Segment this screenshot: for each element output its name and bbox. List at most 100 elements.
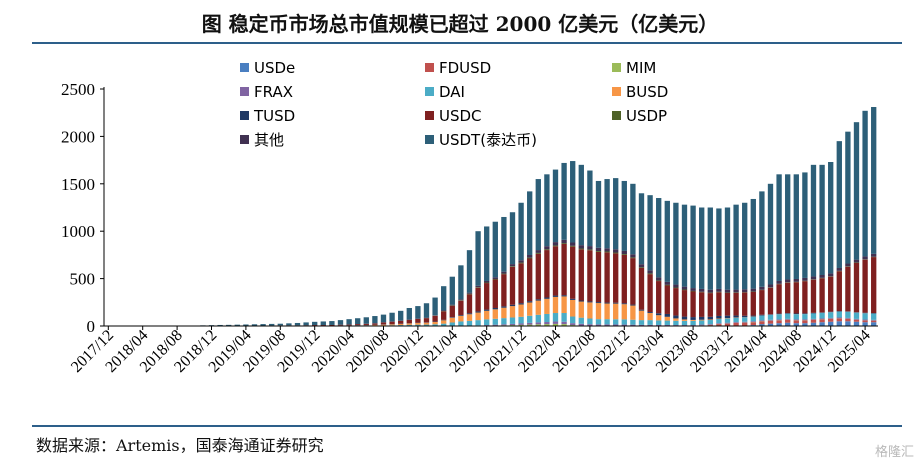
bar-FRAX-2024/07	[785, 318, 791, 320]
bar-FRAX-2023/11	[716, 323, 722, 324]
bar-USDP-2021/09	[492, 278, 498, 280]
bar-TUSD-2024/06	[776, 313, 782, 315]
bar-TUSD-2023/01	[630, 304, 636, 306]
bar-USDC-2025/04	[862, 259, 868, 313]
bar-USDT-2024/08	[793, 174, 799, 279]
bar-DAI-2024/01	[733, 317, 739, 323]
bar-series-group	[105, 107, 877, 326]
bar-FRAX-2023/08	[690, 325, 696, 326]
bar-TUSD-2024/05	[767, 314, 774, 315]
bar-FRAX-2022/03	[544, 322, 550, 325]
bar-other-2022/09	[595, 247, 602, 252]
bar-USDT-2021/11	[509, 212, 516, 265]
bar-USDP-2021/08	[484, 282, 490, 284]
bar-other-2021/05	[458, 299, 464, 301]
bar-USDT-2024/12	[828, 162, 834, 274]
bar-USDT-2020/11	[406, 307, 412, 320]
bar-FRAX-2025/04	[862, 319, 868, 321]
bar-TUSD-2024/04	[759, 314, 765, 316]
bar-BUSD-2023/07	[681, 319, 688, 321]
y-tick-label: 1000	[61, 222, 95, 241]
bar-USDe-2024/04	[759, 324, 765, 326]
bar-USDT-2024/06	[776, 174, 782, 281]
bar-DAI-2021/07	[475, 320, 481, 326]
bar-FRAX-2023/10	[707, 324, 713, 325]
bar-TUSD-2021/12	[518, 303, 524, 305]
bar-USDC-2023/03	[647, 274, 653, 313]
bar-BUSD-2022/06	[570, 299, 576, 317]
bar-USDC-2020/08	[380, 322, 387, 325]
bar-USDC-2024/05	[767, 287, 774, 315]
bar-FRAX-2024/08	[793, 319, 799, 321]
bar-other-2024/12	[828, 273, 834, 277]
bar-USDC-2023/09	[699, 292, 705, 317]
bar-USDP-2023/07	[681, 289, 688, 291]
bar-DAI-2024/06	[776, 314, 782, 320]
bar-DAI-2021/04	[449, 322, 455, 326]
bar-USDT-2022/03	[544, 174, 550, 247]
bar-USDC-2023/08	[690, 291, 696, 318]
bar-USDC-2025/03	[853, 262, 860, 313]
bar-USDP-2023/05	[664, 284, 670, 286]
bar-USDT-2022/02	[535, 179, 541, 251]
legend-swatch-FRAX	[240, 87, 249, 96]
bar-other-2022/03	[544, 246, 550, 250]
bar-TUSD-2024/07	[785, 313, 791, 314]
bar-USDT-2019/01	[217, 324, 223, 326]
bar-USDC-2023/02	[638, 267, 645, 310]
bar-FRAX-2021/08	[484, 325, 490, 326]
bar-FDUSD-2024/03	[750, 322, 756, 326]
chart-title: 图 稳定币市场总市值规模已超过 2000 亿美元（亿美元）	[201, 12, 719, 36]
bar-other-2023/03	[647, 270, 653, 274]
bar-USDT-2021/04	[449, 276, 455, 305]
bar-FRAX-2023/04	[656, 324, 662, 326]
bar-USDC-2023/12	[724, 292, 731, 316]
bar-BUSD-2023/03	[647, 313, 653, 321]
bar-USDT-2021/10	[501, 216, 507, 272]
bar-USDT-2024/01	[733, 204, 739, 290]
bar-USDC-2024/04	[759, 290, 765, 315]
bar-BUSD-2021/03	[441, 320, 447, 324]
bar-USDC-2025/01	[836, 271, 842, 312]
bar-USDC-2022/03	[544, 250, 550, 298]
bar-USDT-2023/02	[638, 193, 645, 265]
bar-other-2025/03	[853, 259, 860, 263]
bar-FRAX-2025/05	[871, 319, 877, 321]
bar-USDT-2021/07	[475, 231, 481, 286]
bar-FRAX-2023/12	[724, 322, 731, 324]
legend-label-MIM: MIM	[626, 59, 656, 77]
bar-other-2024/04	[759, 286, 765, 290]
bar-USDe-2025/03	[853, 321, 860, 326]
bar-USDP-2023/04	[656, 280, 662, 282]
bar-DAI-2025/04	[862, 313, 868, 320]
bar-TUSD-2023/04	[656, 313, 662, 316]
bar-FDUSD-2024/11	[819, 319, 825, 323]
bar-DAI-2023/10	[707, 320, 713, 325]
bar-DAI-2025/01	[836, 311, 842, 318]
bar-TUSD-2022/11	[613, 302, 619, 304]
bar-USDT-2025/04	[862, 110, 868, 257]
bar-USDT-2022/01	[527, 191, 533, 255]
bar-FRAX-2024/04	[759, 320, 765, 322]
bar-BUSD-2023/05	[664, 316, 670, 321]
bar-USDC-2020/09	[389, 321, 395, 325]
bar-BUSD-2020/12	[415, 322, 421, 325]
bar-BUSD-2022/09	[595, 303, 602, 320]
bar-USDT-2023/07	[681, 204, 688, 287]
bar-FDUSD-2024/01	[733, 322, 739, 326]
bar-USDT-2020/04	[346, 319, 352, 325]
bar-DAI-2020/12	[415, 324, 421, 326]
bar-DAI-2024/02	[742, 317, 748, 322]
bar-TUSD-2023/08	[690, 317, 696, 320]
bar-USDT-2021/12	[518, 202, 524, 261]
bar-USDC-2023/07	[681, 290, 688, 317]
bar-USDC-2021/11	[509, 266, 516, 305]
legend-swatch-USDP	[612, 111, 621, 120]
bar-USDC-2024/12	[828, 276, 834, 312]
bar-FDUSD-2025/02	[845, 318, 851, 322]
bar-TUSD-2021/11	[509, 304, 516, 307]
bar-other-2021/09	[492, 277, 498, 279]
bar-TUSD-2023/03	[647, 312, 653, 314]
bar-USDP-2023/08	[690, 290, 696, 292]
bar-USDP-2023/02	[638, 267, 645, 268]
